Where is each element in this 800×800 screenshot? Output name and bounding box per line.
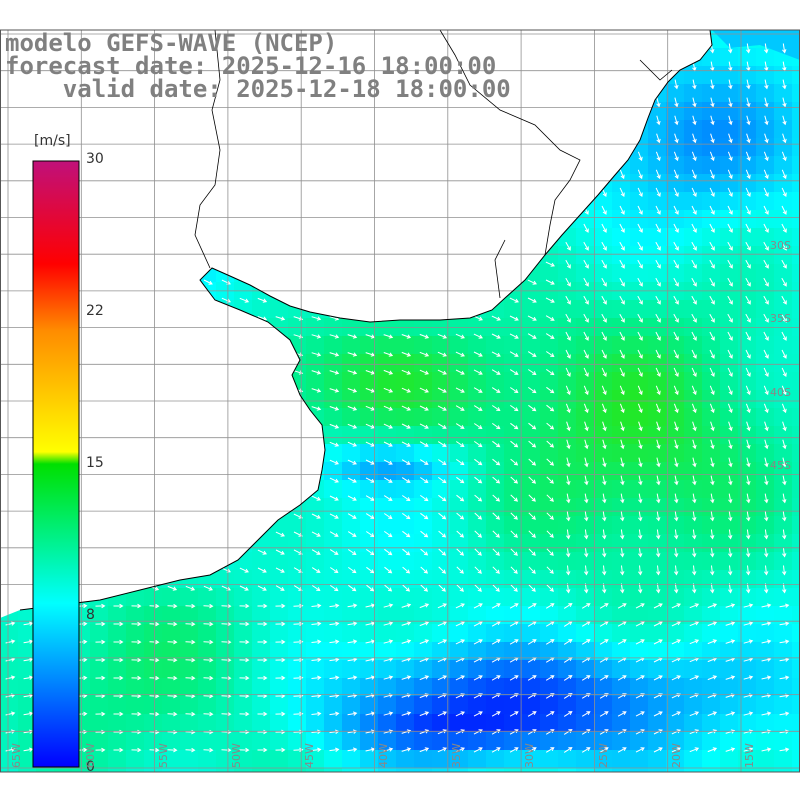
lat-label-30s: 30S [770,239,791,252]
colorbar-unit-label: [m/s] [34,133,71,149]
lat-label-40s: 40S [770,386,791,399]
lon-label-30w: 30W [523,743,536,768]
title-forecast-date: forecast date: 2025-12-16 18:00:00 [5,52,497,80]
wind-arrows [5,43,790,753]
colorbar-tick-8: 8 [86,607,95,623]
title-model: modelo GEFS-WAVE (NCEP) [5,29,338,57]
coastline [19,29,713,611]
lon-label-35w: 35W [450,743,463,768]
lon-label-55w: 55W [157,743,170,768]
lon-label-65w: 65W [10,743,23,768]
colorbar-tick-0: 0 [86,759,95,775]
lon-label-20w: 20W [670,743,683,768]
colorbar-tick-22: 22 [86,303,104,319]
colorbar-tick-15: 15 [86,455,104,471]
colorbar-tick-30: 30 [86,151,104,167]
lon-label-50w: 50W [230,743,243,768]
lat-lon-grid [0,30,800,772]
title-valid-date: valid date: 2025-12-18 18:00:00 [5,75,511,103]
lat-label-35s: 35S [770,312,791,325]
lat-label-45s: 45S [770,459,791,472]
lon-label-45w: 45W [303,743,316,768]
lon-label-60w: 60W [84,743,97,768]
lon-label-25w: 25W [597,743,610,768]
colorbar [32,160,80,768]
lon-label-40w: 40W [377,743,390,768]
lon-label-15w: 15W [743,743,756,768]
land-mask [0,30,800,618]
